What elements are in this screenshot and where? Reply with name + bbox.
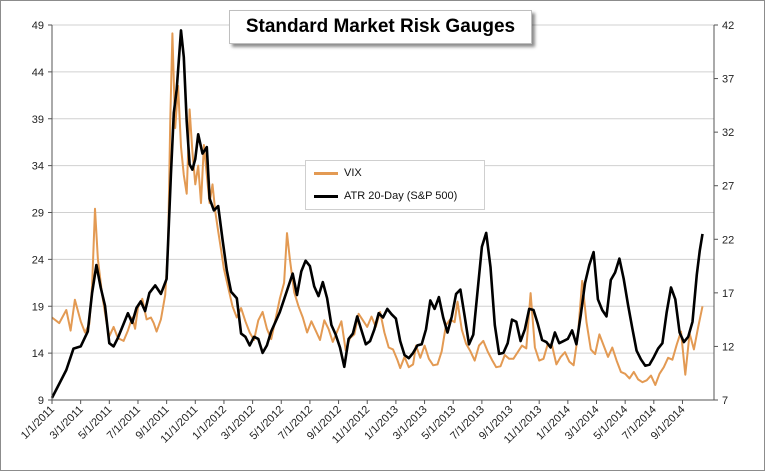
- y-right-tick-label: 12: [722, 341, 734, 353]
- legend-label-vix: VIX: [344, 167, 362, 179]
- legend-label-atr: ATR 20-Day (S&P 500): [344, 190, 458, 202]
- vix-series-line: [51, 32, 704, 386]
- chart-title: Standard Market Risk Gauges: [245, 16, 516, 37]
- legend-swatch-atr: [314, 194, 338, 198]
- y-right-tick-label: 22: [722, 234, 734, 246]
- tick-layer: 914192429343944497121722273237421/1/2011…: [19, 20, 734, 446]
- y-left-tick-label: 29: [32, 208, 44, 220]
- chart-title-box: Standard Market Risk Gauges: [229, 10, 532, 44]
- y-left-tick-label: 39: [32, 114, 44, 126]
- y-left-tick-label: 24: [32, 254, 44, 266]
- y-left-tick-label: 34: [32, 161, 44, 173]
- axis-layer: [48, 24, 718, 404]
- y-right-tick-label: 37: [722, 74, 734, 86]
- y-left-tick-label: 49: [32, 20, 44, 32]
- y-left-tick-label: 14: [32, 348, 44, 360]
- legend-item-vix: VIX: [314, 167, 362, 179]
- y-right-tick-label: 7: [722, 395, 728, 407]
- y-right-tick-label: 42: [722, 20, 734, 32]
- y-right-tick-label: 32: [722, 127, 734, 139]
- legend-item-atr: ATR 20-Day (S&P 500): [314, 190, 457, 202]
- y-left-tick-label: 9: [38, 395, 44, 407]
- atr-series-line: [50, 29, 704, 399]
- legend-swatch-vix: [314, 171, 338, 175]
- chart-legend: VIX ATR 20-Day (S&P 500): [305, 160, 485, 210]
- y-right-tick-label: 27: [722, 181, 734, 193]
- y-left-tick-label: 19: [32, 301, 44, 313]
- series-layer: [50, 29, 704, 399]
- y-left-tick-label: 44: [32, 67, 44, 79]
- y-right-tick-label: 17: [722, 288, 734, 300]
